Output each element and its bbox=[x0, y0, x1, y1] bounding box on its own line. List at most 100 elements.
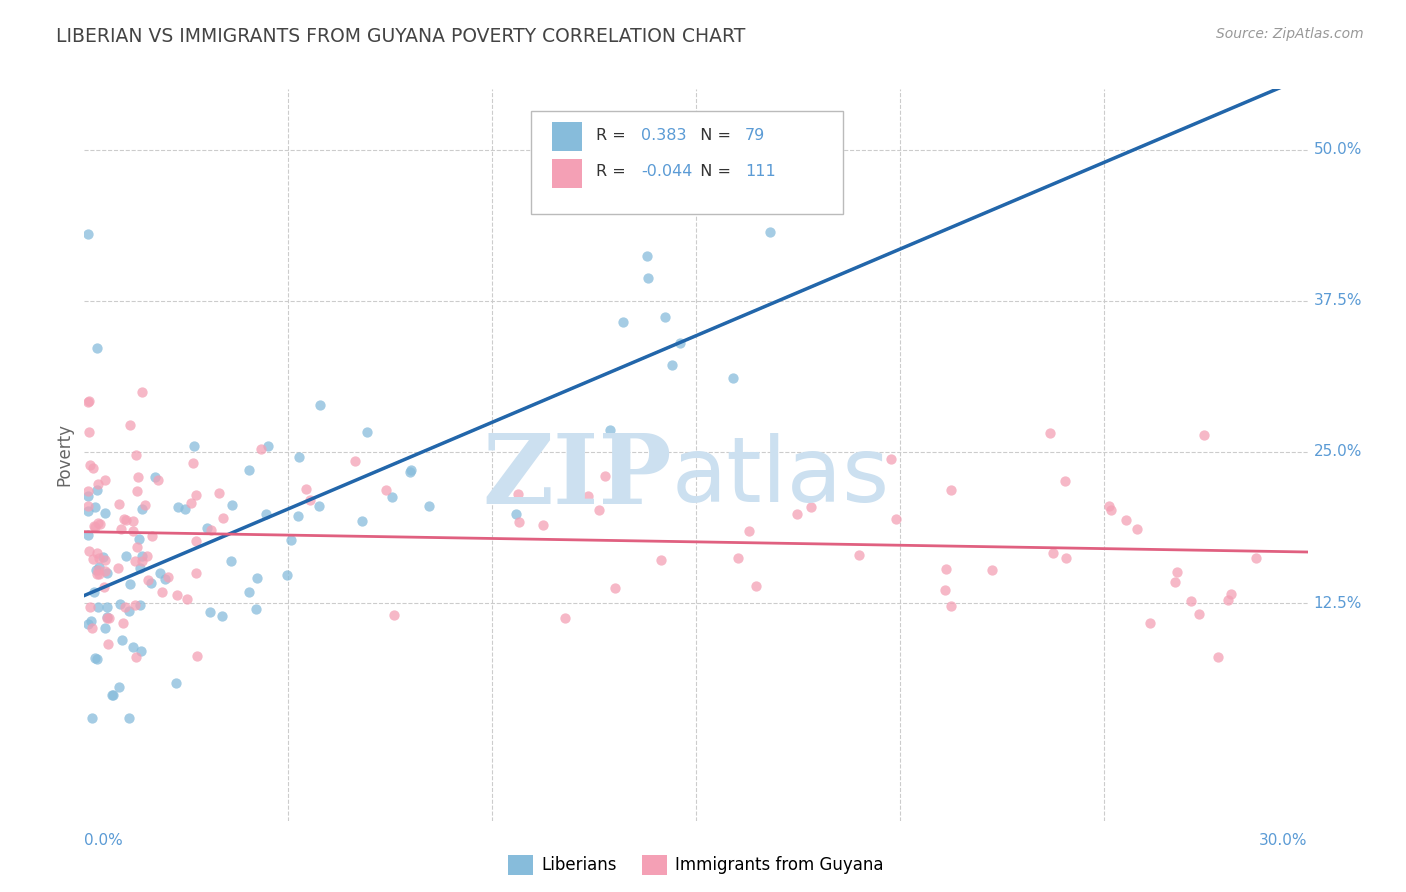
Point bbox=[118, 577, 141, 591]
Point bbox=[166, 588, 188, 602]
Point bbox=[110, 632, 132, 647]
Point bbox=[131, 502, 153, 516]
Point bbox=[981, 563, 1004, 577]
Point bbox=[101, 688, 124, 702]
Point bbox=[77, 227, 100, 242]
Point bbox=[183, 439, 205, 453]
Point bbox=[1115, 513, 1137, 527]
Point bbox=[131, 549, 153, 564]
Point bbox=[143, 470, 166, 484]
Point bbox=[89, 550, 111, 565]
Point bbox=[1054, 551, 1077, 566]
Point bbox=[84, 519, 107, 533]
Point bbox=[1164, 574, 1187, 589]
Point bbox=[108, 680, 131, 694]
Point bbox=[79, 599, 101, 614]
Point bbox=[1099, 502, 1122, 516]
Point bbox=[880, 451, 903, 466]
Point bbox=[86, 483, 108, 498]
Point bbox=[112, 511, 135, 525]
Point bbox=[1098, 500, 1121, 514]
Point bbox=[721, 371, 744, 385]
Point bbox=[128, 533, 150, 547]
Point bbox=[101, 689, 124, 703]
Point bbox=[399, 465, 422, 479]
Point bbox=[83, 518, 105, 533]
Point bbox=[87, 516, 110, 530]
Point bbox=[84, 563, 107, 577]
Point bbox=[219, 554, 242, 568]
Point bbox=[86, 566, 108, 581]
Point bbox=[576, 489, 599, 503]
Point bbox=[83, 585, 105, 599]
Point bbox=[554, 611, 576, 625]
Text: LIBERIAN VS IMMIGRANTS FROM GUYANA POVERTY CORRELATION CHART: LIBERIAN VS IMMIGRANTS FROM GUYANA POVER… bbox=[56, 27, 745, 45]
Point bbox=[208, 486, 231, 500]
Point bbox=[131, 554, 153, 568]
Point bbox=[212, 510, 235, 524]
Point bbox=[238, 584, 260, 599]
Point bbox=[112, 616, 135, 631]
Point bbox=[506, 487, 529, 501]
Point bbox=[87, 600, 110, 615]
Point bbox=[508, 515, 530, 529]
Point bbox=[650, 553, 672, 567]
Point bbox=[124, 650, 146, 665]
Point bbox=[136, 549, 159, 563]
Point bbox=[934, 582, 956, 597]
Point bbox=[97, 611, 120, 625]
Text: 25.0%: 25.0% bbox=[1313, 444, 1362, 459]
Point bbox=[156, 570, 179, 584]
Point bbox=[1126, 522, 1149, 536]
Point bbox=[115, 513, 138, 527]
Point bbox=[82, 461, 104, 475]
Point bbox=[637, 271, 659, 285]
Point bbox=[295, 482, 318, 496]
Point bbox=[287, 508, 309, 523]
Point bbox=[350, 514, 373, 528]
Point bbox=[1218, 593, 1240, 607]
Point bbox=[941, 483, 963, 497]
Text: 12.5%: 12.5% bbox=[1313, 596, 1362, 610]
Point bbox=[82, 711, 104, 725]
Y-axis label: Poverty: Poverty bbox=[55, 424, 73, 486]
Point bbox=[77, 617, 100, 632]
Text: R =: R = bbox=[596, 128, 630, 143]
Point bbox=[134, 499, 156, 513]
Point bbox=[86, 477, 108, 491]
Point bbox=[124, 598, 146, 612]
Point bbox=[195, 521, 218, 535]
Point bbox=[309, 398, 332, 412]
Point bbox=[505, 507, 527, 521]
Point bbox=[198, 606, 221, 620]
Point bbox=[759, 225, 782, 239]
Point bbox=[96, 610, 118, 624]
Text: 0.383: 0.383 bbox=[641, 128, 686, 143]
Point bbox=[93, 564, 115, 578]
Point bbox=[83, 651, 105, 665]
Point bbox=[86, 546, 108, 560]
Point bbox=[250, 442, 273, 456]
Point bbox=[603, 581, 626, 595]
Point bbox=[184, 488, 207, 502]
Text: Source: ZipAtlas.com: Source: ZipAtlas.com bbox=[1216, 27, 1364, 41]
Point bbox=[1192, 427, 1215, 442]
Text: 37.5%: 37.5% bbox=[1313, 293, 1362, 309]
Point bbox=[418, 499, 440, 513]
Point bbox=[118, 711, 141, 725]
Point bbox=[800, 500, 823, 514]
Point bbox=[83, 500, 105, 515]
Point bbox=[531, 518, 554, 533]
Point bbox=[129, 643, 152, 657]
Point bbox=[87, 563, 110, 577]
Point bbox=[786, 507, 808, 521]
Point bbox=[181, 457, 204, 471]
Point bbox=[280, 533, 302, 547]
Point bbox=[94, 473, 117, 487]
Point bbox=[238, 463, 260, 477]
Point bbox=[599, 423, 621, 437]
Point bbox=[122, 524, 145, 539]
Point bbox=[254, 507, 277, 521]
Point bbox=[401, 463, 423, 477]
Text: 111: 111 bbox=[745, 164, 776, 179]
